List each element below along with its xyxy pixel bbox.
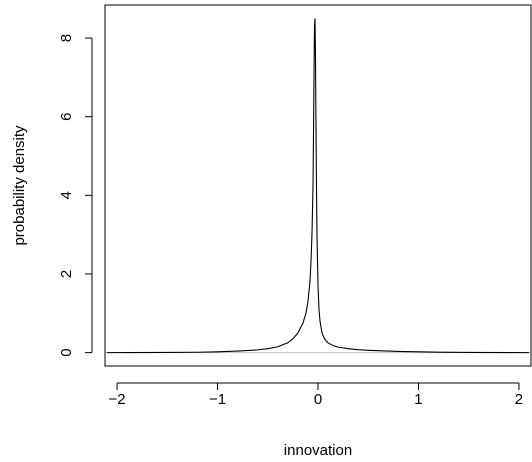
x-tick-label: 2 bbox=[515, 391, 523, 408]
plot-frame bbox=[104, 4, 532, 367]
y-tick-label: 2 bbox=[58, 270, 75, 278]
y-tick-label: 6 bbox=[58, 113, 75, 121]
x-axis-label: innovation bbox=[284, 442, 352, 459]
y-tick-label: 0 bbox=[58, 348, 75, 356]
density-series-line bbox=[107, 18, 529, 354]
x-axis: −2 −1 0 1 2 bbox=[109, 382, 523, 408]
y-tick-label: 8 bbox=[58, 34, 75, 42]
x-tick-label: −1 bbox=[209, 391, 226, 408]
x-tick-label: 1 bbox=[414, 391, 422, 408]
x-tick-label: −2 bbox=[109, 391, 126, 408]
x-tick-label: 0 bbox=[314, 391, 322, 408]
y-axis-label: probability density bbox=[11, 125, 28, 246]
y-tick-label: 4 bbox=[58, 191, 75, 199]
y-axis: 0 2 4 6 8 bbox=[58, 34, 93, 357]
